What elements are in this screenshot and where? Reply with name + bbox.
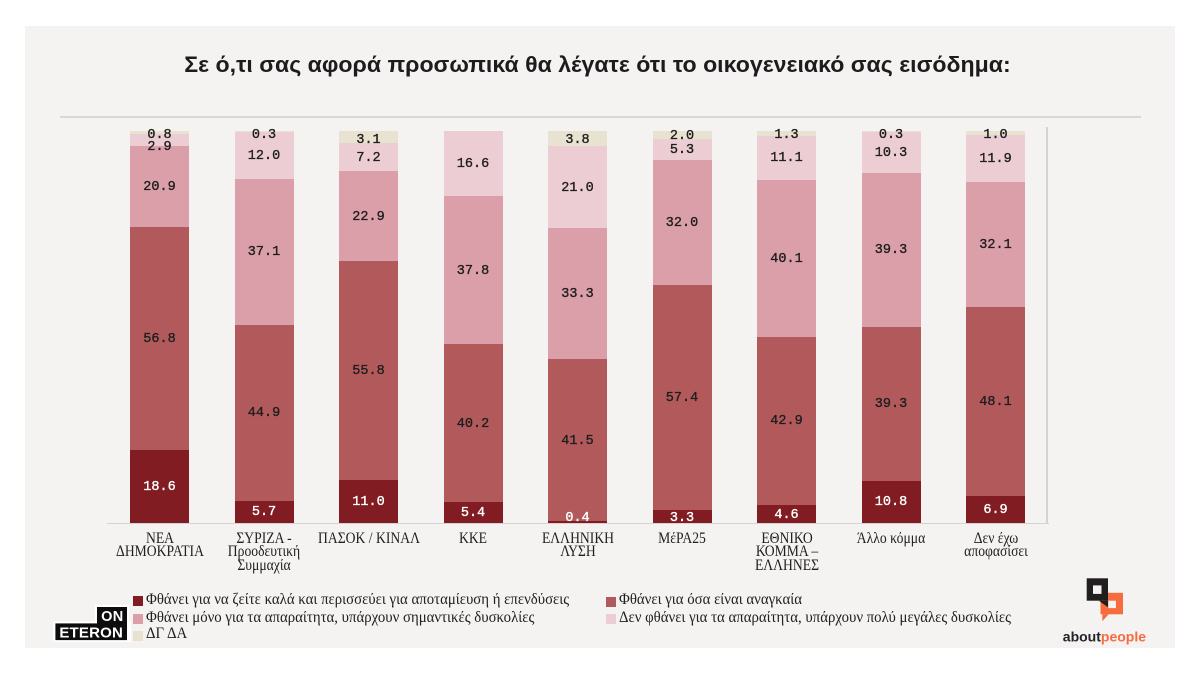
svg-text:ETERON: ETERON [59, 625, 123, 642]
svg-text:aboutpeople: aboutpeople [1063, 629, 1146, 645]
svg-text:ON: ON [101, 609, 123, 625]
